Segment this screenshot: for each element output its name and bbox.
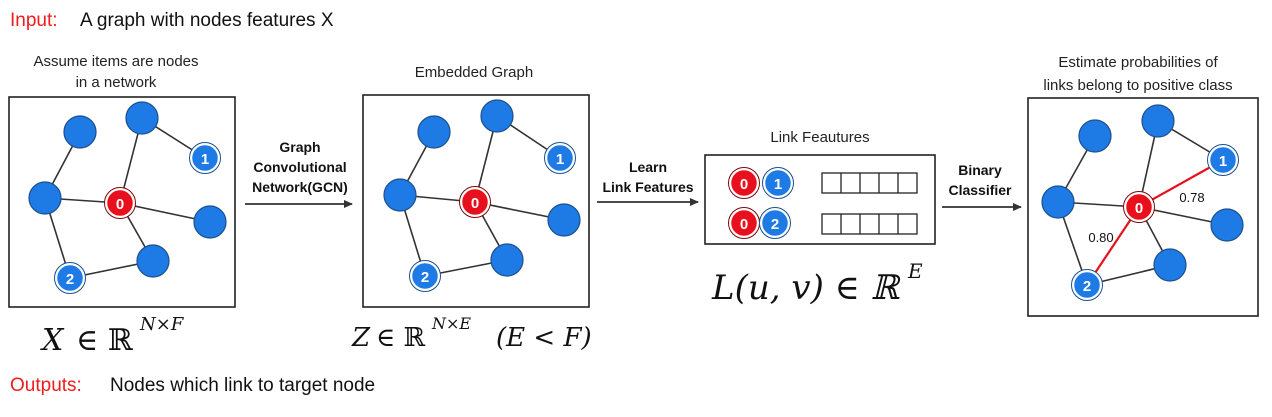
panel1-caption-line1: Assume items are nodes bbox=[33, 53, 198, 70]
panel2-math-rest: ∈ ℝ bbox=[376, 323, 426, 353]
panel1-graph: 1 0 2 bbox=[28, 101, 227, 294]
panel1-math-var: X bbox=[40, 323, 65, 358]
input-label: Input: bbox=[10, 10, 58, 31]
panel2-node1-label: 1 bbox=[556, 151, 564, 168]
row2-node2-label: 2 bbox=[771, 216, 779, 233]
row1-feature-vector bbox=[821, 172, 918, 194]
gcn-label-line2: Convolutional bbox=[253, 159, 346, 175]
panel1-math-rest: ∈ ℝ bbox=[76, 323, 134, 358]
panel4-node1-label: 1 bbox=[1219, 153, 1227, 170]
classify-label-line1: Binary bbox=[958, 162, 1002, 178]
panel2-math-sup: N×E bbox=[431, 314, 471, 333]
row1-node0-label: 0 bbox=[740, 176, 748, 193]
panel4-node0-label: 0 bbox=[1135, 200, 1143, 217]
panel4-caption-line2: links belong to positive class bbox=[1043, 77, 1232, 94]
panel2-caption: Embedded Graph bbox=[415, 64, 533, 81]
panel1-math-sup: N×F bbox=[139, 314, 185, 335]
prob-label-link-0-1: 0.78 bbox=[1179, 190, 1204, 205]
panel4-graph: 1 0 2 bbox=[1041, 104, 1244, 301]
panel2-math-cond: (E < F) bbox=[496, 323, 592, 353]
panel2-node2-label: 2 bbox=[421, 269, 429, 286]
panel4-caption-line1: Estimate probabilities of bbox=[1058, 54, 1218, 71]
link-feature-row-1: 0 1 bbox=[728, 167, 918, 199]
gcn-label-line3: Network(GCN) bbox=[252, 179, 348, 195]
link-feature-row-2: 0 2 bbox=[728, 207, 918, 239]
panel2-math-var: Z bbox=[351, 323, 371, 353]
outputs-text: Nodes which link to target node bbox=[110, 375, 375, 396]
panel1-node2-label: 2 bbox=[66, 271, 74, 288]
outputs-label: Outputs: bbox=[10, 375, 82, 396]
panel3-math-expr: L(u, v) ∈ ℝ bbox=[711, 268, 902, 308]
panel4-node2-label: 2 bbox=[1083, 278, 1091, 295]
learn-label-line2: Link Features bbox=[602, 179, 693, 195]
input-text: A graph with nodes features X bbox=[80, 10, 334, 31]
panel3-math-sup: E bbox=[907, 259, 923, 283]
panel3-caption: Link Feautures bbox=[770, 129, 869, 146]
prob-label-link-0-2: 0.80 bbox=[1088, 230, 1113, 245]
gcn-label-line1: Graph bbox=[279, 139, 320, 155]
panel2-graph: 1 0 2 bbox=[383, 99, 581, 292]
classify-label-line2: Classifier bbox=[948, 182, 1012, 198]
learn-label-line1: Learn bbox=[629, 159, 667, 175]
row2-feature-vector bbox=[821, 213, 918, 235]
predicted-link-0-1 bbox=[1138, 159, 1224, 208]
row1-node1-label: 1 bbox=[774, 176, 782, 193]
panel2-node0-label: 0 bbox=[471, 195, 479, 212]
panel1-caption-line2: in a network bbox=[76, 74, 157, 91]
panel1-node0-label: 0 bbox=[116, 196, 124, 213]
row2-node0-label: 0 bbox=[740, 216, 748, 233]
panel1-node1-label: 1 bbox=[201, 151, 209, 168]
